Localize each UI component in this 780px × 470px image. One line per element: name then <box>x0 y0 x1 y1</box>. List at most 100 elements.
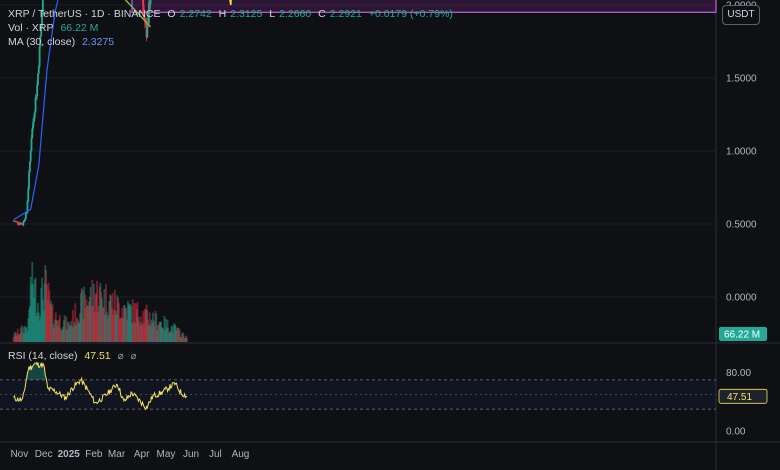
volume-bar <box>99 283 102 342</box>
volume-bar <box>123 305 126 342</box>
volume-bar <box>92 284 95 342</box>
volume-bar <box>112 314 115 342</box>
volume-bar <box>169 331 172 342</box>
volume-bar <box>114 289 116 342</box>
moving-average <box>13 0 59 221</box>
volume-bar <box>156 329 158 342</box>
volume-bar <box>58 315 61 342</box>
volume-bar <box>13 332 16 342</box>
volume-bar <box>75 317 78 342</box>
currency-button[interactable]: USDT <box>722 5 760 25</box>
volume-bar <box>24 327 27 342</box>
volume-bar <box>90 306 93 342</box>
volume-bar <box>107 314 110 342</box>
volume-bar <box>75 325 77 342</box>
volume-bar <box>106 318 109 342</box>
low-label: L <box>269 8 276 20</box>
volume-bar <box>149 325 152 342</box>
volume-bar <box>52 323 55 342</box>
volume-bar <box>153 326 156 342</box>
volume-bar <box>67 321 69 342</box>
price-axis[interactable]: 3.50003.00002.50002.00001.50001.00000.50… <box>0 0 768 438</box>
volume-bar <box>59 328 62 342</box>
price-tick-label: 0.5000 <box>726 220 757 231</box>
volume-bar <box>159 322 162 342</box>
volume-bar <box>119 318 122 342</box>
volume-bar <box>182 332 184 342</box>
volume-bar <box>114 311 117 342</box>
candle-body <box>38 46 41 67</box>
trendlines[interactable] <box>76 0 163 28</box>
volume-bar <box>62 320 65 342</box>
volume-bar <box>178 330 181 342</box>
volume-bar <box>50 300 52 342</box>
volume-bar <box>71 309 74 342</box>
volume-bar <box>49 303 52 342</box>
volume-bar <box>51 303 54 342</box>
volume-bar <box>131 323 133 342</box>
candle-body <box>37 73 39 85</box>
volume-bar <box>17 334 20 342</box>
volume-bar <box>182 335 185 342</box>
ma-line <box>13 0 59 221</box>
volume-bar <box>16 328 19 342</box>
close-label: C <box>318 8 326 20</box>
volume-bar <box>15 335 17 342</box>
volume-bar <box>167 328 170 342</box>
volume-bar <box>78 323 81 342</box>
volume-bar <box>71 327 73 342</box>
volume-bar <box>136 301 139 342</box>
price-zones[interactable] <box>131 0 717 13</box>
volume-bar <box>63 315 66 342</box>
volume-bar <box>67 322 70 342</box>
volume-bar <box>175 330 178 342</box>
volume-bar <box>137 316 140 342</box>
volume-bar <box>179 337 182 342</box>
candle-body <box>41 14 43 27</box>
volume-bar <box>101 298 103 342</box>
volume-bar <box>72 326 75 342</box>
volume-bar <box>129 304 132 342</box>
volume-bar <box>158 321 161 342</box>
volume-bar <box>166 319 169 342</box>
volume-bar <box>161 327 163 342</box>
candle-body <box>148 2 150 24</box>
hide-eye-icon[interactable]: ⌀ <box>117 351 124 362</box>
rsi-label[interactable]: RSI (14, close) <box>8 350 78 362</box>
ma-label[interactable]: MA (30, close) <box>8 36 76 48</box>
volume-bar <box>110 308 113 342</box>
time-tick-label: Dec <box>35 449 53 460</box>
volume-bar <box>122 305 125 342</box>
volume-bar <box>23 333 26 342</box>
volume-bar <box>74 303 77 342</box>
volume-bar <box>64 328 67 342</box>
volume-bar <box>93 312 96 342</box>
volume-bar <box>180 336 183 342</box>
time-axis[interactable]: Nov Dec 2025 Feb Mar Apr May Jun Jul Aug <box>10 449 249 460</box>
volume-bar <box>26 331 29 342</box>
rsi-value-tag: 47.51 <box>727 392 752 403</box>
volume-bar <box>47 282 50 342</box>
volume-bar <box>73 322 76 342</box>
time-tick-label: May <box>156 449 175 460</box>
symbol-name[interactable]: XRP / TetherUS · 1D · BINANCE <box>8 8 161 20</box>
candle-body <box>23 220 26 222</box>
volume-label[interactable]: Vol · XRP <box>8 22 54 34</box>
zone-1 <box>131 0 717 13</box>
candle-body <box>29 151 32 162</box>
ma-value: 2.3275 <box>82 36 115 48</box>
time-tick-label: Mar <box>108 449 126 460</box>
settings-icon[interactable]: ⌀ <box>130 351 137 362</box>
time-tick-label: Jun <box>183 449 199 460</box>
candle-body <box>146 23 149 38</box>
volume-bar <box>139 316 142 342</box>
close-value: 2.2921 <box>329 8 362 20</box>
volume-bar <box>86 305 89 342</box>
price-tick-label: 1.0000 <box>726 147 757 158</box>
volume-bar <box>41 277 43 342</box>
volume-bar <box>152 320 155 342</box>
volume-bar <box>141 325 144 342</box>
candle-body <box>41 0 44 15</box>
volume-bar <box>82 318 85 342</box>
